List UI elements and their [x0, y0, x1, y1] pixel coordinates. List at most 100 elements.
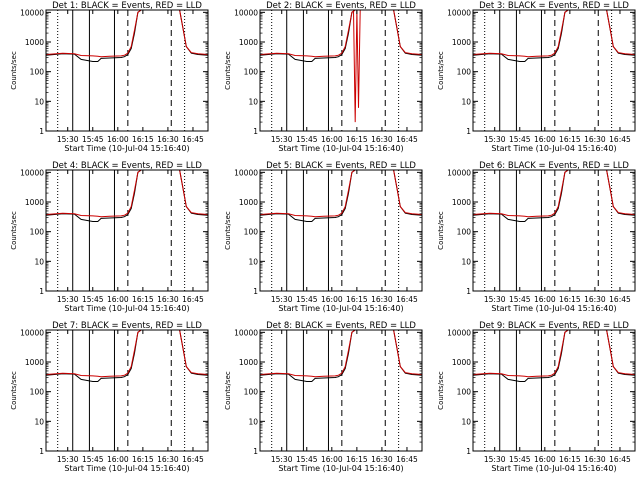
- y-tick-label: 1: [466, 447, 471, 456]
- series-lld-2: [603, 10, 635, 55]
- x-tick-label: 15:30: [484, 295, 506, 304]
- x-tick-label: 15:45: [82, 135, 104, 144]
- series-lld-2: [390, 330, 422, 375]
- x-tick-label: 16:30: [157, 135, 179, 144]
- y-tick-label: 100: [244, 68, 259, 77]
- x-tick-label: 16:30: [371, 455, 393, 464]
- y-axis-label: Counts/sec: [437, 371, 445, 410]
- y-axis-label: Counts/sec: [224, 371, 232, 410]
- x-tick-label: 16:30: [371, 135, 393, 144]
- x-tick-label: 15:45: [509, 295, 531, 304]
- y-axis-label: Counts/sec: [437, 211, 445, 250]
- y-tick-label: 10: [461, 417, 471, 426]
- plot-frame: [259, 9, 423, 132]
- x-axis-label: Start Time (10-Jul-04 15:16:40): [491, 464, 616, 473]
- x-tick-label: 16:15: [346, 455, 368, 464]
- x-tick-label: 16:45: [182, 295, 204, 304]
- x-tick-label: 16:15: [346, 295, 368, 304]
- plot-area: [46, 330, 208, 451]
- detector-panel-2: Det 2: BLACK = Events, RED = LLD 1 10 100 10…: [224, 1, 423, 153]
- series-lld: [473, 10, 575, 58]
- x-tick-label: 15:45: [82, 295, 104, 304]
- series-lld-2: [390, 10, 422, 55]
- y-tick-label: 10000: [20, 168, 44, 177]
- series-lld-2: [176, 330, 208, 375]
- y-axis-label: Counts/sec: [10, 211, 18, 250]
- y-tick-label: 1000: [239, 198, 258, 207]
- y-tick-label: 10000: [20, 8, 44, 17]
- plot-frame: [45, 329, 209, 452]
- x-tick-label: 16:15: [132, 295, 154, 304]
- y-axis-label: Counts/sec: [224, 211, 232, 250]
- y-tick-label: 1: [466, 127, 471, 136]
- x-tick-label: 16:00: [321, 135, 343, 144]
- x-tick-label: 15:45: [296, 455, 318, 464]
- y-tick-label: 10: [248, 417, 258, 426]
- panel-title: Det 9: BLACK = Events, RED = LLD: [479, 321, 629, 331]
- plot-area: [260, 10, 422, 131]
- x-tick-label: 15:30: [271, 455, 293, 464]
- x-tick-label: 16:45: [609, 295, 631, 304]
- x-tick-label: 16:15: [559, 455, 581, 464]
- y-tick-label: 100: [244, 388, 259, 397]
- x-tick-label: 16:00: [534, 295, 556, 304]
- x-axis-label: Start Time (10-Jul-04 15:16:40): [64, 304, 189, 313]
- y-tick-label: 1: [39, 447, 44, 456]
- detector-panel-4: Det 4: BLACK = Events, RED = LLD 1 10 100 10…: [10, 161, 209, 313]
- x-tick-label: 16:45: [396, 295, 418, 304]
- panel-title: Det 5: BLACK = Events, RED = LLD: [266, 161, 416, 171]
- x-tick-label: 16:30: [584, 135, 606, 144]
- plot-frame: [472, 9, 636, 132]
- detector-panel-3: Det 3: BLACK = Events, RED = LLD 1 10 100 10…: [437, 1, 636, 153]
- y-tick-label: 10: [248, 97, 258, 106]
- detector-panel-8: Det 8: BLACK = Events, RED = LLD 1 10 100 10…: [224, 321, 423, 473]
- x-tick-label: 16:45: [396, 455, 418, 464]
- plot-frame: [259, 169, 423, 292]
- x-tick-label: 15:30: [57, 135, 79, 144]
- x-axis-label: Start Time (10-Jul-04 15:16:40): [278, 464, 403, 473]
- series-lld: [260, 330, 362, 378]
- x-tick-label: 15:30: [57, 455, 79, 464]
- plot-area: [46, 10, 208, 131]
- y-tick-label: 100: [30, 228, 45, 237]
- x-tick-label: 15:45: [296, 135, 318, 144]
- y-tick-label: 10: [34, 257, 44, 266]
- x-tick-label: 16:00: [107, 295, 129, 304]
- y-tick-label: 100: [457, 228, 472, 237]
- x-tick-label: 15:45: [509, 455, 531, 464]
- series-lld-2: [390, 170, 422, 215]
- y-tick-label: 100: [457, 68, 472, 77]
- x-axis-label: Start Time (10-Jul-04 15:16:40): [64, 464, 189, 473]
- series-lld-2: [176, 10, 208, 55]
- y-axis-label: Counts/sec: [10, 51, 18, 90]
- series-lld-2: [603, 330, 635, 375]
- y-tick-label: 1000: [25, 198, 44, 207]
- panel-title: Det 2: BLACK = Events, RED = LLD: [266, 1, 416, 11]
- y-tick-label: 1000: [239, 358, 258, 367]
- x-tick-label: 16:30: [584, 455, 606, 464]
- plot-frame: [472, 329, 636, 452]
- plot-area: [260, 330, 422, 451]
- panel-title: Det 7: BLACK = Events, RED = LLD: [52, 321, 202, 331]
- y-axis-label: Counts/sec: [437, 51, 445, 90]
- y-tick-label: 1000: [239, 38, 258, 47]
- series-lld: [473, 330, 575, 378]
- panel-title: Det 6: BLACK = Events, RED = LLD: [479, 161, 629, 171]
- x-tick-label: 16:30: [157, 455, 179, 464]
- y-axis-label: Counts/sec: [224, 51, 232, 90]
- y-axis-label: Counts/sec: [10, 371, 18, 410]
- x-tick-label: 16:00: [107, 135, 129, 144]
- y-tick-label: 1000: [452, 38, 471, 47]
- panel-title: Det 4: BLACK = Events, RED = LLD: [52, 161, 202, 171]
- plot-area: [473, 170, 635, 291]
- x-tick-label: 16:30: [371, 295, 393, 304]
- x-axis-label: Start Time (10-Jul-04 15:16:40): [278, 304, 403, 313]
- x-tick-label: 16:45: [609, 455, 631, 464]
- x-tick-label: 15:30: [271, 135, 293, 144]
- y-tick-label: 1: [39, 287, 44, 296]
- y-tick-label: 1: [253, 127, 258, 136]
- detector-panel-1: Det 1: BLACK = Events, RED = LLD 1 10 100 10…: [10, 1, 209, 153]
- y-tick-label: 1000: [25, 38, 44, 47]
- y-tick-label: 1: [253, 447, 258, 456]
